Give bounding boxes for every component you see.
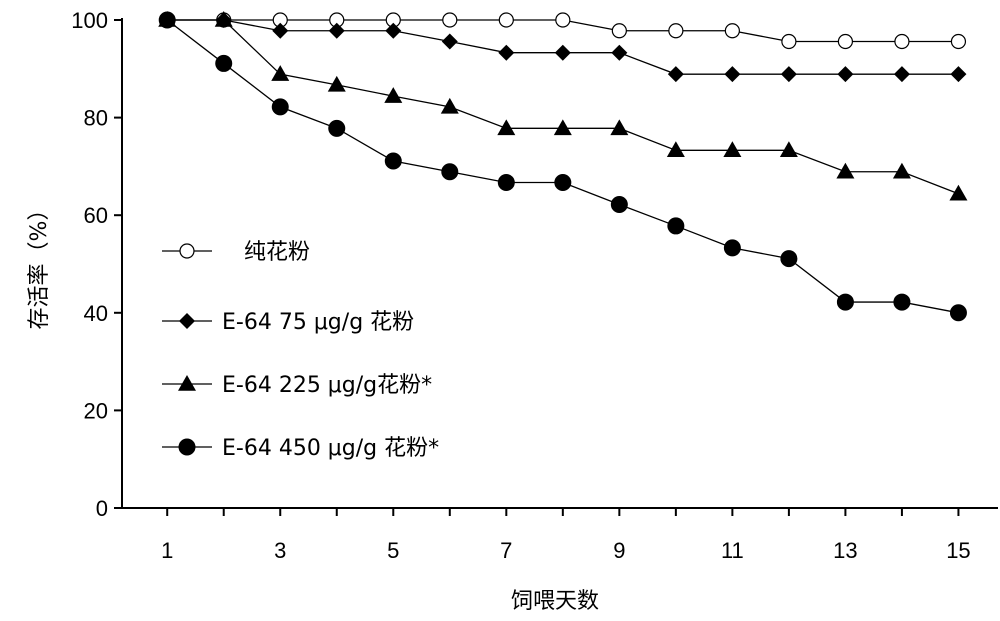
x-tick-label: 1	[161, 538, 173, 563]
data-point	[781, 33, 797, 50]
y-axis-title: 存活率（%）	[27, 199, 52, 330]
legend-item-1: 纯花粉	[162, 240, 310, 265]
series-4	[158, 11, 967, 322]
x-tick-label: 3	[274, 538, 286, 563]
data-point	[272, 22, 289, 39]
legend-label: E-64 450 μg/g 花粉*	[222, 436, 439, 461]
data-point	[667, 66, 684, 83]
data-point	[498, 44, 515, 61]
data-point	[949, 304, 967, 322]
data-point	[215, 54, 233, 72]
data-point	[158, 11, 176, 29]
data-point	[780, 66, 797, 83]
y-tick-label: 100	[71, 8, 108, 33]
data-point	[894, 33, 910, 50]
y-tick-label: 0	[96, 496, 108, 521]
data-point	[555, 12, 571, 28]
x-axis-title: 饲喂天数	[511, 589, 599, 614]
data-point	[441, 163, 459, 181]
data-point	[441, 33, 458, 50]
series-3	[158, 11, 968, 201]
data-point	[780, 250, 798, 268]
legend-label: 纯花粉	[244, 240, 310, 265]
legend-item-3: E-64 225 μg/g花粉*	[162, 373, 432, 398]
data-point	[836, 293, 854, 311]
data-point	[611, 44, 628, 61]
data-point	[950, 66, 967, 83]
data-point	[611, 23, 627, 39]
data-point	[214, 11, 233, 27]
x-tick-label: 5	[387, 538, 399, 563]
data-point	[950, 33, 967, 50]
data-point	[610, 195, 628, 213]
data-point	[949, 184, 968, 201]
x-tick-label: 9	[613, 538, 625, 563]
data-point	[497, 119, 516, 136]
data-point	[666, 141, 685, 158]
data-point	[667, 217, 685, 235]
x-tick-label: 11	[721, 538, 744, 563]
data-point	[779, 141, 798, 158]
legend-marker	[179, 313, 195, 329]
data-point	[498, 12, 514, 28]
data-point	[497, 174, 515, 192]
data-point	[385, 22, 402, 39]
legend-marker	[178, 438, 196, 456]
y-tick-label: 60	[84, 203, 108, 228]
data-point	[271, 98, 289, 116]
data-point	[837, 66, 854, 83]
series-layer	[158, 11, 968, 322]
data-point	[553, 119, 572, 136]
data-point	[554, 174, 572, 192]
data-point	[837, 33, 854, 50]
data-point	[440, 97, 459, 114]
data-point	[442, 12, 458, 28]
legend: 纯花粉 E-64 75 μg/g 花粉 E-64 225 μg/g花粉* E-64 4…	[162, 240, 439, 461]
y-tick-label: 20	[84, 398, 108, 423]
data-point	[328, 22, 345, 39]
data-point	[836, 162, 855, 179]
data-point	[723, 141, 742, 158]
data-point	[384, 152, 402, 170]
data-point	[327, 75, 346, 92]
x-tick-label: 13	[833, 538, 857, 563]
data-point	[668, 23, 684, 39]
data-point	[723, 239, 741, 257]
legend-item-4: E-64 450 μg/g 花粉*	[162, 436, 439, 461]
legend-item-2: E-64 75 μg/g 花粉	[162, 310, 414, 335]
legend-marker	[178, 375, 196, 391]
data-point	[893, 293, 911, 311]
data-point	[328, 119, 346, 137]
x-tick-label: 7	[500, 538, 512, 563]
data-point	[892, 162, 911, 179]
y-tick-label: 80	[84, 106, 108, 131]
data-point	[893, 66, 910, 83]
data-point	[271, 65, 290, 81]
data-point	[554, 44, 571, 61]
x-tick-label: 15	[946, 538, 970, 563]
data-point	[384, 87, 403, 103]
data-point	[724, 66, 741, 83]
legend-label: E-64 75 μg/g 花粉	[222, 310, 414, 335]
data-point	[610, 119, 629, 136]
legend-label: E-64 225 μg/g花粉*	[222, 373, 432, 398]
data-point	[724, 23, 740, 39]
series-line	[166, 19, 959, 314]
legend-marker	[179, 243, 195, 259]
y-tick-label: 40	[84, 301, 108, 326]
